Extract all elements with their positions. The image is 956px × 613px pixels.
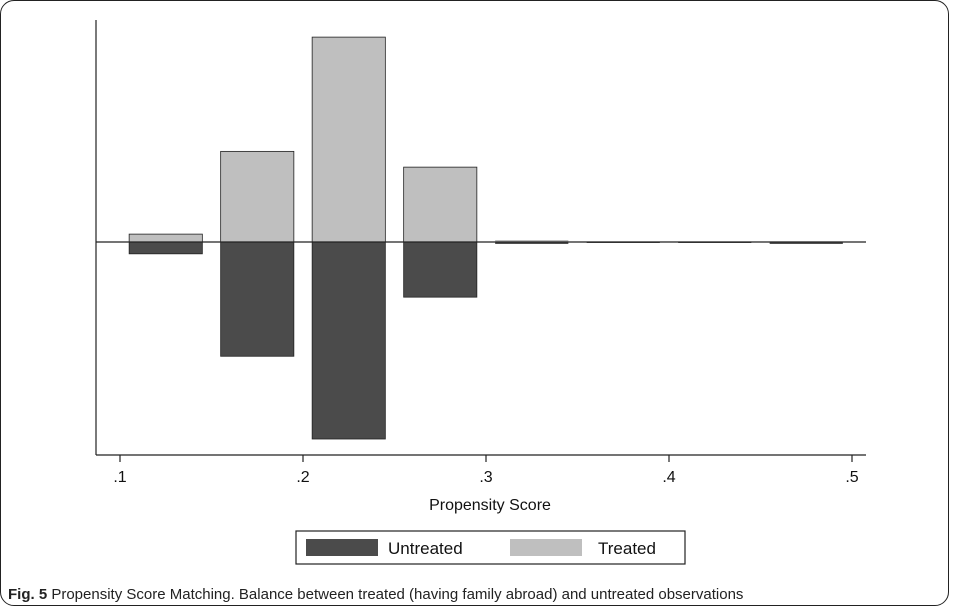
figure-caption: Fig. 5 Propensity Score Matching. Balanc… xyxy=(8,586,743,603)
legend-label-untreated: Untreated xyxy=(388,539,463,558)
legend-label-treated: Treated xyxy=(598,539,656,558)
bar-untreated-0 xyxy=(129,242,202,254)
x-axis-label: Propensity Score xyxy=(429,497,551,514)
bars-group xyxy=(129,37,843,439)
propensity-score-chart: .1 .2 .3 .4 .5 Propensity Score Untreated Tre… xyxy=(0,0,956,580)
legend-swatch-treated xyxy=(510,539,582,556)
bar-untreated-1 xyxy=(221,242,294,356)
x-tick-label-2: .3 xyxy=(479,469,492,486)
bar-untreated-2 xyxy=(312,242,385,439)
figure-caption-label: Fig. 5 xyxy=(8,586,47,603)
x-tick-label-4: .5 xyxy=(845,469,858,486)
bar-untreated-3 xyxy=(404,242,477,297)
x-tick-label-0: .1 xyxy=(113,469,126,486)
bar-treated-1 xyxy=(221,151,294,242)
legend-swatch-untreated xyxy=(306,539,378,556)
bar-treated-2 xyxy=(312,37,385,242)
legend: Untreated Treated xyxy=(296,531,685,564)
x-tick-label-1: .2 xyxy=(296,469,309,486)
bar-treated-3 xyxy=(404,167,477,242)
bar-treated-0 xyxy=(129,234,202,242)
x-ticks-group: .1 .2 .3 .4 .5 xyxy=(113,455,858,486)
figure-caption-text: Propensity Score Matching. Balance betwe… xyxy=(47,586,743,603)
x-tick-label-3: .4 xyxy=(662,469,675,486)
